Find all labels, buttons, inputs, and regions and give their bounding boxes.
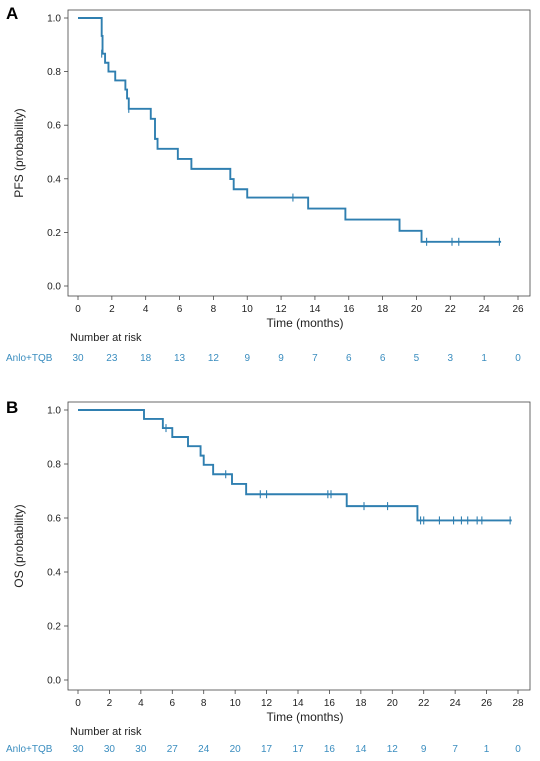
pfs-x-tick-label: 22: [445, 304, 457, 315]
os-y-tick-label: 0.2: [47, 622, 61, 633]
pfs-x-tick-label: 20: [411, 304, 423, 315]
pfs-x-axis-title: Time (months): [267, 316, 344, 330]
os-risk-count: 30: [135, 744, 147, 755]
os-risk-count: 9: [421, 744, 427, 755]
pfs-risk-count: 9: [244, 353, 250, 364]
pfs-y-axis-title: PFS (probability): [12, 108, 26, 197]
pfs-risk-count: 1: [481, 353, 487, 364]
pfs-x-tick-label: 26: [512, 304, 524, 315]
pfs-risk-count: 18: [140, 353, 152, 364]
pfs-y-tick-label: 0.4: [47, 174, 61, 185]
risk-row-a: 30 23 18 13 12 9 9 7 6 6 5 3 1 0: [72, 353, 521, 364]
os-x-tick-label: 24: [450, 698, 462, 709]
risk-row-b: 30 30 30 27 24 20 17 17 16 14 12 9 7 1 0: [72, 744, 521, 755]
pfs-x-tick-label: 14: [309, 304, 321, 315]
os-x-tick-label: 8: [201, 698, 207, 709]
pfs-risk-count: 12: [208, 353, 220, 364]
os-risk-count: 27: [167, 744, 179, 755]
pfs-x-tick-label: 6: [177, 304, 183, 315]
pfs-x-tick-label: 12: [276, 304, 288, 315]
os-x-tick-label: 4: [138, 698, 144, 709]
pfs-survival-curve: [78, 17, 502, 243]
os-x-tick-label: 28: [512, 698, 524, 709]
pfs-risk-count: 30: [72, 353, 84, 364]
pfs-x-tick-label: 0: [75, 304, 81, 315]
os-risk-count: 14: [355, 744, 367, 755]
os-y-tick-label: 1.0: [47, 406, 61, 417]
pfs-risk-count: 9: [278, 353, 284, 364]
os-y-tick-label: 0.0: [47, 676, 61, 687]
pfs-y-tick-label: 1.0: [47, 14, 61, 25]
os-risk-count: 20: [230, 744, 242, 755]
os-risk-count: 1: [484, 744, 490, 755]
os-x-tick-label: 26: [481, 698, 493, 709]
os-survival-curve: [78, 409, 512, 522]
os-risk-count: 24: [198, 744, 210, 755]
os-x-tick-label: 2: [107, 698, 113, 709]
pfs-x-tick-label: 4: [143, 304, 149, 315]
pfs-x-tick-label: 24: [479, 304, 491, 315]
os-x-tick-label: 14: [292, 698, 304, 709]
os-x-tick-label: 22: [418, 698, 430, 709]
risk-group-label-a: Anlo+TQB: [6, 353, 53, 364]
pfs-risk-count: 3: [448, 353, 454, 364]
os-x-tick-label: 18: [355, 698, 367, 709]
pfs-risk-count: 0: [515, 353, 521, 364]
pfs-y-tick-label: 0.6: [47, 121, 61, 132]
os-risk-count: 30: [72, 744, 84, 755]
os-x-tick-label: 12: [261, 698, 273, 709]
os-risk-count: 16: [324, 744, 336, 755]
pfs-y-tick-label: 0.2: [47, 228, 61, 239]
risk-table-title-b: Number at risk: [70, 726, 142, 738]
panel-b-letter: B: [6, 398, 18, 417]
pfs-risk-count: 6: [380, 353, 386, 364]
pfs-risk-count: 7: [312, 353, 318, 364]
os-x-tick-label: 16: [324, 698, 336, 709]
os-risk-count: 17: [261, 744, 273, 755]
os-x-tick-label: 0: [75, 698, 81, 709]
os-x-axis-title: Time (months): [267, 710, 344, 724]
panel-a-letter: A: [6, 4, 18, 23]
os-plot: 0.00.20.40.60.81.00 2 4 6 8 10 12 14 16 18 20 22 24 2…: [12, 401, 531, 724]
risk-group-label-b: Anlo+TQB: [6, 744, 53, 755]
os-risk-count: 12: [387, 744, 399, 755]
panel-a: A 0.00.20.40.60.81.00 2 4 6 8 10 12 14 16 18 20 22 2…: [6, 4, 531, 364]
pfs-x-tick-label: 2: [109, 304, 115, 315]
os-y-tick-label: 0.4: [47, 568, 61, 579]
pfs-risk-count: 5: [414, 353, 420, 364]
os-x-tick-label: 20: [387, 698, 399, 709]
pfs-plot-frame: [67, 9, 531, 297]
pfs-x-tick-label: 8: [211, 304, 217, 315]
pfs-risk-count: 6: [346, 353, 352, 364]
os-risk-count: 0: [515, 744, 521, 755]
pfs-y-tick-label: 0.0: [47, 282, 61, 293]
os-x-tick-label: 6: [170, 698, 176, 709]
os-x-tick-label: 10: [230, 698, 242, 709]
pfs-plot: 0.00.20.40.60.81.00 2 4 6 8 10 12 14 16 18 20 22 24 2…: [12, 9, 531, 330]
pfs-risk-count: 13: [174, 353, 186, 364]
os-risk-count: 7: [452, 744, 458, 755]
pfs-x-tick-label: 16: [343, 304, 355, 315]
os-y-tick-label: 0.6: [47, 514, 61, 525]
pfs-x-tick-label: 10: [242, 304, 254, 315]
pfs-y-tick-label: 0.8: [47, 67, 61, 78]
os-risk-count: 17: [292, 744, 304, 755]
pfs-risk-count: 23: [106, 353, 118, 364]
pfs-x-tick-label: 18: [377, 304, 389, 315]
os-y-axis-title: OS (probability): [12, 504, 26, 587]
os-plot-frame: [67, 401, 531, 691]
risk-table-title-a: Number at risk: [70, 332, 142, 344]
os-risk-count: 30: [104, 744, 116, 755]
os-y-tick-label: 0.8: [47, 460, 61, 471]
panel-b: B 0.00.20.40.60.81.00 2 4 6 8 10 12 14 16 18 20 22 2…: [6, 398, 531, 755]
